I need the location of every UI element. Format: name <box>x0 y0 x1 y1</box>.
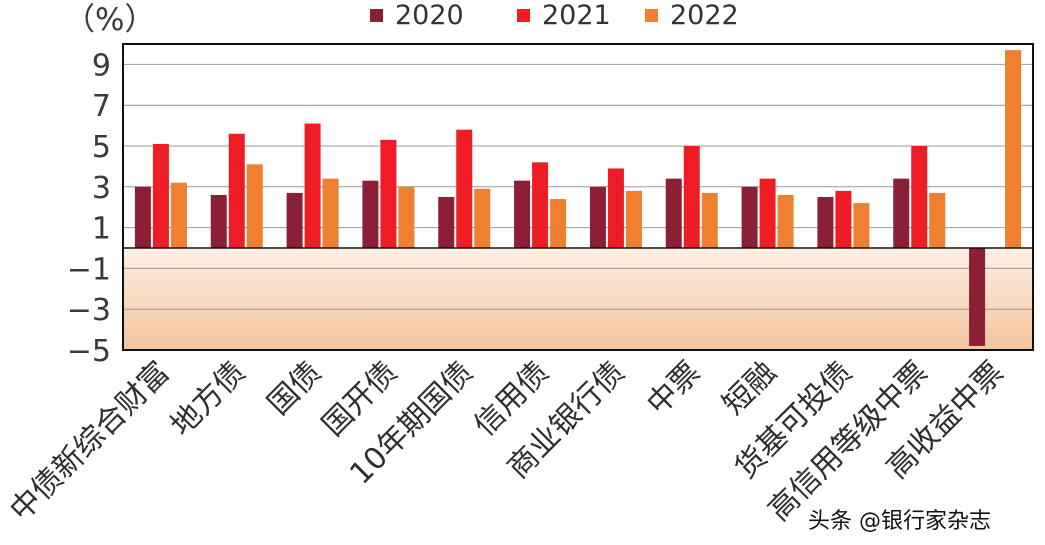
bar-2020-3 <box>362 180 379 248</box>
bar-2021-5 <box>532 162 549 248</box>
y-tick-label: 3 <box>92 171 111 206</box>
bar-2021-4 <box>456 129 473 248</box>
y-tick-label: −5 <box>67 334 111 369</box>
legend-swatch-2021 <box>517 8 530 22</box>
bar-2020-11 <box>969 248 986 346</box>
x-category-label: 中债新综合财富 <box>3 355 176 528</box>
bar-2022-10 <box>929 192 946 248</box>
y-tick-label: 9 <box>92 48 111 83</box>
y-tick-label: 7 <box>92 89 111 124</box>
bar-2020-0 <box>134 186 151 248</box>
legend-label-2021: 2021 <box>542 0 611 31</box>
watermark-text: 头条 @银行家杂志 <box>808 509 991 534</box>
x-category-label: 短融 <box>716 355 783 422</box>
legend-item-2021: 2021 <box>517 0 611 31</box>
y-tick-label: −3 <box>67 293 111 328</box>
bar-2021-3 <box>380 139 397 248</box>
bar-2020-8 <box>741 186 758 248</box>
bar-2022-1 <box>246 164 263 248</box>
y-axis-unit-label: （%） <box>64 2 156 38</box>
legend-label-2020: 2020 <box>395 0 464 31</box>
bar-2020-4 <box>438 197 455 248</box>
legend-swatch-2020 <box>370 8 383 22</box>
bar-2022-8 <box>777 194 794 248</box>
bar-2020-7 <box>665 178 682 248</box>
bar-2022-7 <box>701 192 718 248</box>
negative-region-background <box>123 248 1033 350</box>
bar-2021-2 <box>304 123 321 248</box>
bar-2020-10 <box>893 178 910 248</box>
legend-swatch-2022 <box>645 8 658 22</box>
bar-2022-4 <box>474 188 491 248</box>
y-tick-label: −1 <box>67 252 111 287</box>
bar-2020-6 <box>589 186 606 248</box>
bar-2021-1 <box>228 133 245 248</box>
legend-label-2022: 2022 <box>670 0 739 31</box>
x-category-label: 地方债 <box>164 355 252 443</box>
plot-frame <box>122 43 1034 351</box>
bar-2022-6 <box>625 190 642 248</box>
legend-item-2020: 2020 <box>370 0 464 31</box>
bar-2021-9 <box>835 190 852 248</box>
bar-2020-5 <box>514 180 531 248</box>
bar-2022-11 <box>1005 50 1022 249</box>
bar-2022-3 <box>398 186 415 248</box>
bar-2020-9 <box>817 197 834 248</box>
legend-item-2022: 2022 <box>645 0 739 31</box>
x-category-label: 中票 <box>640 355 707 422</box>
x-category-label: 国债 <box>261 355 328 422</box>
bar-2021-10 <box>911 146 928 248</box>
bar-2021-0 <box>152 143 169 248</box>
bar-2022-0 <box>170 182 187 248</box>
bar-2020-1 <box>210 194 227 248</box>
y-tick-label: 1 <box>92 212 111 247</box>
bar-2021-8 <box>759 178 776 248</box>
y-tick-label: 5 <box>92 130 111 165</box>
bar-2021-7 <box>683 146 700 248</box>
bar-2020-2 <box>286 192 303 248</box>
bar-2022-2 <box>322 178 339 248</box>
bar-2021-6 <box>607 168 624 248</box>
bar-2022-5 <box>550 199 567 248</box>
bar-2022-9 <box>853 203 870 248</box>
